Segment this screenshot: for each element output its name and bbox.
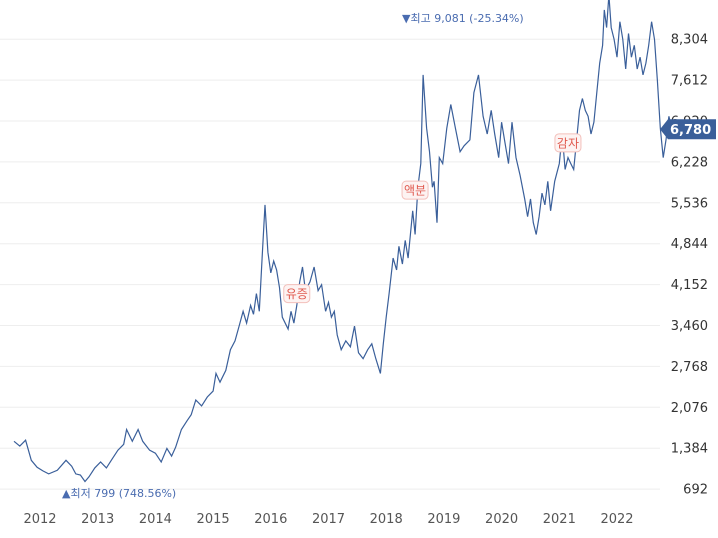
annotation-label: 유증 <box>286 287 308 301</box>
y-tick-label: 692 <box>683 483 708 498</box>
current-price-badge <box>660 119 716 140</box>
x-axis-ticks: 2012 2013 2014 2015 2016 2017 2018 2019 2020 2021… <box>23 512 633 527</box>
y-tick-label: 2,076 <box>671 401 708 416</box>
x-tick-label: 2020 <box>485 512 518 527</box>
y-tick-label: 7,612 <box>671 74 708 89</box>
y-tick-label: 5,536 <box>671 196 708 211</box>
annotation-badge: 감자 <box>554 133 582 153</box>
annotation-badge: 유증 <box>283 284 311 304</box>
y-tick-label: 1,384 <box>671 442 708 457</box>
annotation-box <box>554 133 582 153</box>
y-tick-label: 4,152 <box>671 278 708 293</box>
y-tick-label: 4,844 <box>671 237 708 252</box>
current-price-marker: 6,780 <box>660 119 716 140</box>
x-tick-label: 2017 <box>312 512 345 527</box>
x-tick-label: 2019 <box>427 512 460 527</box>
annotation-label: 액분 <box>404 184 426 198</box>
x-tick-label: 2016 <box>254 512 287 527</box>
annotation-badge: 액분 <box>401 180 429 200</box>
price-line <box>13 0 673 483</box>
x-tick-label: 2021 <box>543 512 576 527</box>
high-label: ▼최고 9,081 (-25.34%) <box>402 12 524 25</box>
x-tick-label: 2013 <box>81 512 114 527</box>
x-tick-label: 2014 <box>139 512 172 527</box>
annotation-label: 감자 <box>557 136 579 150</box>
event-annotations: 유증 액분 감자 <box>283 133 582 304</box>
annotation-box <box>401 180 429 200</box>
grid-lines <box>0 38 660 490</box>
y-axis-ticks: 692 1,384 2,076 2,768 3,460 4,152 4,844 5,536 6,… <box>671 33 708 498</box>
annotation-box <box>283 284 311 304</box>
y-tick-label: 6,228 <box>671 155 708 170</box>
x-tick-label: 2015 <box>197 512 230 527</box>
x-tick-label: 2022 <box>600 512 633 527</box>
low-label: ▲최저 799 (748.56%) <box>62 487 176 500</box>
y-tick-label: 3,460 <box>671 319 708 334</box>
x-tick-label: 2012 <box>23 512 56 527</box>
y-tick-label: 2,768 <box>671 360 708 375</box>
current-price-label: 6,780 <box>670 123 711 138</box>
y-tick-label: 8,304 <box>671 33 708 48</box>
x-tick-label: 2018 <box>370 512 403 527</box>
